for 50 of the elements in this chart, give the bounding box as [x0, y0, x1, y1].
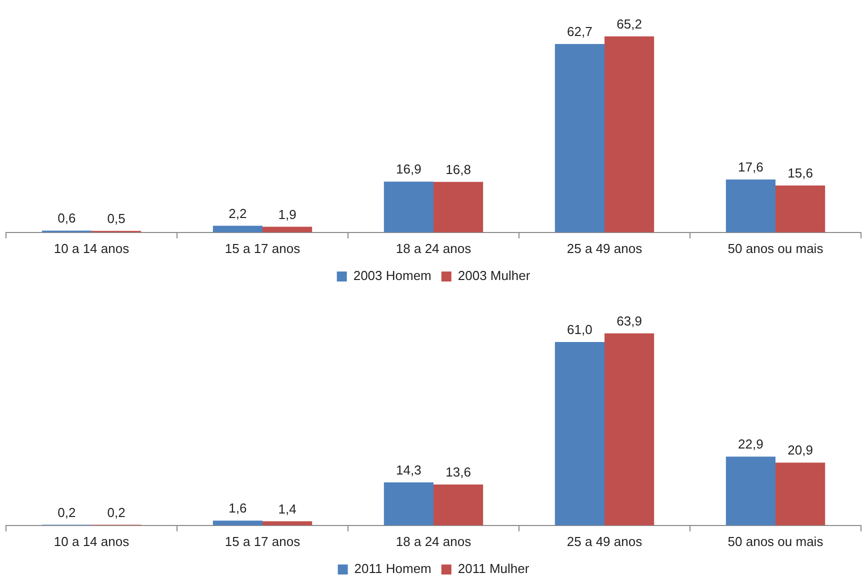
data-label: 62,7 [567, 24, 592, 40]
x-tick-label: 18 a 24 anos [396, 534, 472, 549]
x-tick-label: 15 a 17 anos [224, 534, 301, 549]
bar [776, 186, 826, 232]
data-label: 20,9 [788, 442, 813, 458]
bar [262, 226, 312, 232]
data-label: 1,9 [278, 206, 296, 222]
bar [384, 482, 434, 526]
data-label: 13,6 [446, 464, 471, 480]
x-tick-label: 25 a 49 anos [566, 534, 643, 549]
data-label: 22,9 [738, 436, 764, 452]
bar [212, 520, 262, 526]
x-tick-label: 50 anos ou mais [728, 534, 824, 549]
data-label: 0,6 [58, 210, 76, 226]
legend-label: 2003 Homem [353, 268, 432, 284]
bar [384, 182, 434, 232]
x-tick-label: 10 a 14 anos [54, 534, 130, 549]
data-label: 15,6 [788, 166, 813, 181]
bar [604, 333, 654, 526]
data-label: 61,0 [567, 322, 592, 338]
bar [212, 226, 262, 232]
data-label: 0,2 [107, 504, 126, 520]
x-tick-label: 50 anos ou mais [728, 240, 824, 256]
bar [726, 180, 776, 232]
data-label: 0,2 [58, 504, 76, 520]
bar [434, 182, 484, 232]
bar [554, 342, 604, 526]
data-label: 2,2 [228, 206, 247, 221]
data-label: 65,2 [616, 16, 642, 32]
bar [434, 484, 484, 526]
x-tick-label: 18 a 24 anos [396, 240, 472, 256]
legend-label: 2003 Mulher [458, 268, 531, 284]
data-label: 16,8 [446, 162, 471, 177]
data-label: 1,6 [228, 500, 247, 516]
x-tick-label: 10 a 14 anos [54, 240, 130, 256]
legend-label: 2011 Homem [354, 561, 432, 576]
data-label: 63,9 [616, 313, 642, 328]
bar [554, 44, 604, 232]
data-label: 1,4 [278, 501, 296, 516]
x-tick-label: 25 a 49 anos [566, 240, 643, 256]
data-label: 17,6 [738, 160, 764, 175]
bar [726, 456, 776, 526]
data-label: 16,9 [396, 162, 422, 177]
bar [776, 462, 826, 526]
bar [604, 36, 654, 232]
x-tick-label: 15 a 17 anos [224, 240, 301, 256]
bar [262, 521, 312, 526]
data-label: 14,3 [396, 462, 422, 478]
legend-label: 2011 Mulher [458, 561, 530, 576]
data-label: 0,5 [107, 210, 126, 226]
